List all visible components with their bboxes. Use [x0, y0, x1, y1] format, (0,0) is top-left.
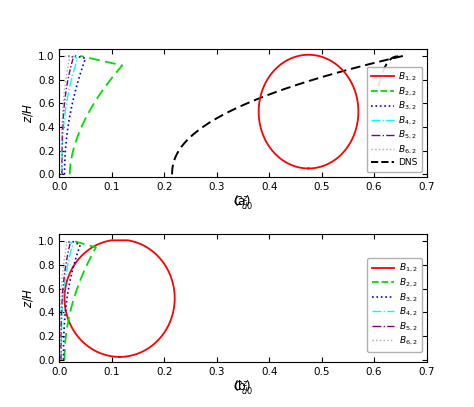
Text: (a): (a)	[234, 195, 252, 208]
X-axis label: $C_{d0}^z$: $C_{d0}^z$	[233, 195, 253, 212]
Y-axis label: $z/H$: $z/H$	[21, 103, 35, 123]
X-axis label: $C_{d0}^z$: $C_{d0}^z$	[233, 380, 253, 398]
Y-axis label: $z/H$: $z/H$	[21, 288, 35, 309]
Text: (b): (b)	[234, 381, 252, 394]
Legend: $B_{1,2}$, $B_{2,2}$, $B_{3,2}$, $B_{4,2}$, $B_{5,2}$, $B_{6,2}$: $B_{1,2}$, $B_{2,2}$, $B_{3,2}$, $B_{4,2…	[367, 258, 422, 352]
Legend: $B_{1,2}$, $B_{2,2}$, $B_{3,2}$, $B_{4,2}$, $B_{5,2}$, $B_{6,2}$, DNS: $B_{1,2}$, $B_{2,2}$, $B_{3,2}$, $B_{4,2…	[366, 67, 422, 172]
